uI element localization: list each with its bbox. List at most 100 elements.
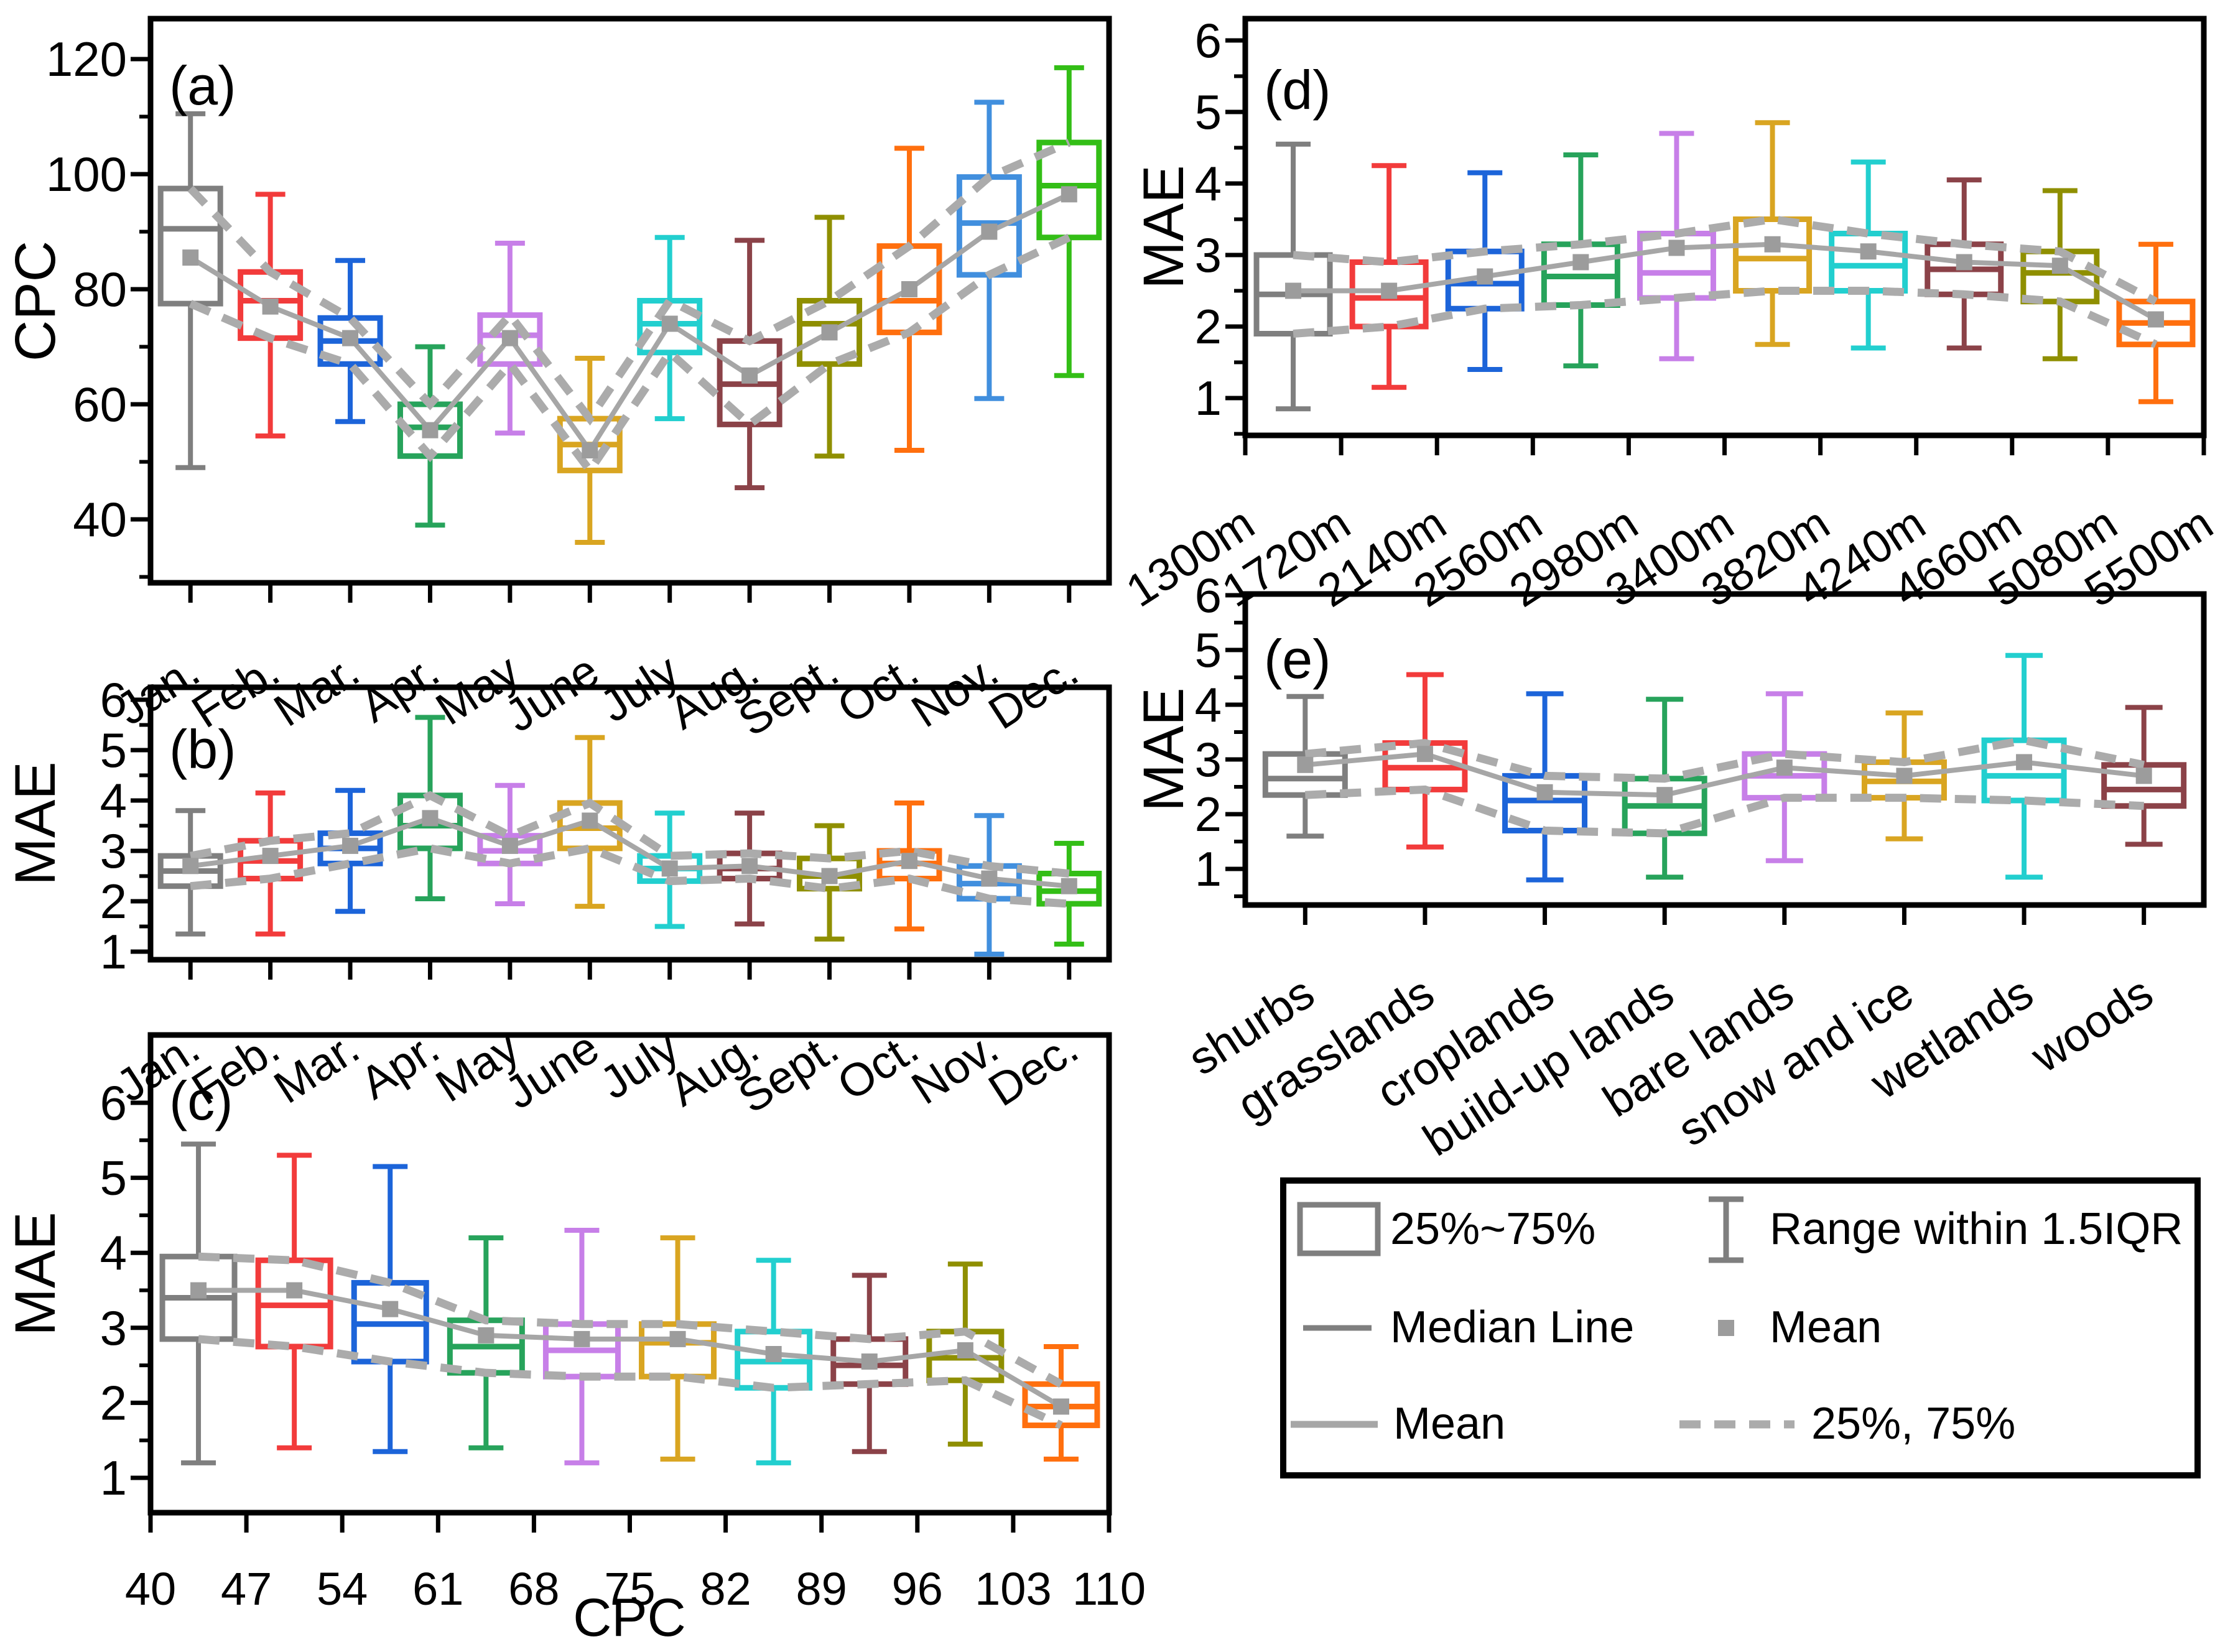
mean-marker (821, 324, 838, 341)
y-tick-label: 6 (1195, 568, 1222, 623)
box-mar- (317, 258, 383, 424)
y-tick-label: 80 (73, 262, 127, 317)
y-axis-label: MAE (1132, 165, 1196, 289)
mean-marker (1572, 254, 1589, 271)
y-tick-label: 4 (100, 1225, 127, 1280)
box-3820m (1829, 159, 1908, 351)
y-tick-label: 2 (100, 874, 127, 929)
mean-marker (342, 837, 359, 854)
y-tick-label: 1 (100, 924, 127, 979)
mean-marker-symbol-icon (1718, 1320, 1734, 1336)
mean-marker (1656, 787, 1673, 804)
box-sept- (797, 215, 863, 459)
mean-marker (901, 281, 917, 297)
mean-marker (1052, 1398, 1069, 1415)
q3-dashed-line (1293, 215, 2158, 305)
mean-marker (661, 315, 678, 332)
iqr-box (477, 312, 543, 367)
mean-marker (501, 837, 518, 854)
mean-marker (765, 1346, 782, 1363)
y-tick-label: 5 (1195, 85, 1222, 139)
x-tick-label: 61 (412, 1563, 463, 1615)
x-tick-label: 68 (508, 1563, 559, 1615)
mean-marker (1285, 282, 1302, 299)
legend-item-range-iqr: Range within 1.5IQR (1770, 1204, 2183, 1254)
mean-line (189, 192, 1070, 455)
legend: 25%~75% Range within 1.5IQR Median Line … (1280, 1177, 2201, 1478)
y-tick-label: 3 (100, 1301, 127, 1355)
y-tick-label: 3 (1195, 732, 1222, 787)
box-2980m (1637, 131, 1716, 361)
mean-marker (1956, 254, 1972, 271)
mean-marker (1297, 756, 1314, 773)
y-tick-label: 4 (100, 773, 127, 828)
legend-border (1280, 1177, 2201, 1478)
x-tick-label: 47 (221, 1563, 272, 1615)
y-axis-label: MAE (1132, 687, 1196, 811)
mean-marker (1668, 239, 1685, 256)
y-axis-label: MAE (4, 1212, 67, 1335)
iqr-box (1349, 259, 1429, 330)
y-tick-label: 3 (1195, 228, 1222, 282)
panel-c: 1 2 3 4 5 6 40 47 54 61 68 75 82 89 96 103 110 (c) MAE CPC (4, 1032, 1146, 1648)
x-tick-label: 75 (604, 1563, 655, 1615)
q1-dashed-line (190, 844, 1070, 908)
x-axis-label: CPC (573, 1588, 686, 1648)
mean-marker (2016, 754, 2033, 771)
y-tick-label: 5 (100, 1151, 127, 1205)
iqr-box (1829, 231, 1908, 294)
mean-marker (262, 298, 279, 315)
y-axis-label: CPC (4, 241, 67, 361)
q3-dashed-line (189, 791, 1070, 878)
mean-marker (2051, 258, 2068, 274)
y-tick-label: 5 (100, 723, 127, 777)
mean-marker (661, 860, 678, 877)
mean-marker (1381, 282, 1398, 299)
panel-letter: (c) (169, 1070, 233, 1131)
q1-dashed-line (198, 1335, 1063, 1429)
y-tick-label: 60 (73, 377, 127, 432)
mean-marker (669, 1330, 686, 1347)
y-tick-label: 4 (1195, 677, 1222, 732)
x-tick-label: 89 (796, 1563, 847, 1615)
box-3400m (1733, 120, 1813, 347)
y-tick-label: 6 (100, 672, 127, 727)
mean-marker (901, 853, 917, 870)
mean-marker (741, 858, 758, 875)
mean-marker (582, 812, 598, 829)
mean-marker (1536, 784, 1553, 800)
mean-line (198, 1288, 1062, 1409)
box-wetlands (1981, 652, 2067, 880)
y-tick-label: 2 (1195, 299, 1222, 354)
q3-dashed-line (198, 1252, 1064, 1388)
mean-marker (422, 810, 439, 827)
mean-marker (741, 367, 758, 384)
mean-marker (1416, 746, 1433, 763)
mean-marker (382, 1301, 399, 1317)
mean-marker (1764, 236, 1781, 253)
legend-item-mean-marker: Mean (1770, 1302, 1882, 1352)
x-tick-label: 54 (317, 1563, 368, 1615)
mean-marker (573, 1330, 590, 1347)
y-tick-label: 6 (1195, 13, 1222, 68)
mean-line (1293, 241, 2157, 322)
mean-marker (1061, 186, 1077, 203)
box-68 (542, 1228, 621, 1465)
panel-letter: (e) (1264, 628, 1331, 690)
box-47 (255, 1153, 333, 1450)
mean-line (190, 815, 1070, 889)
iqr-box (637, 298, 703, 356)
q1-dashed-line (1305, 785, 2144, 838)
y-tick-label: 5 (1195, 623, 1222, 677)
q3-dashed-line (1304, 736, 2145, 783)
legend-item-quartiles: 25%, 75% (1811, 1399, 2015, 1449)
whisker-symbol-icon (1709, 1196, 1744, 1263)
y-tick-label: 100 (46, 147, 127, 202)
mean-marker (1477, 268, 1493, 285)
plot-frame (1242, 591, 2207, 908)
y-tick-label: 120 (46, 32, 127, 86)
mean-line (1304, 751, 2145, 798)
mean-marker (182, 249, 199, 266)
legend-item-mean-line: Mean (1393, 1399, 1505, 1449)
